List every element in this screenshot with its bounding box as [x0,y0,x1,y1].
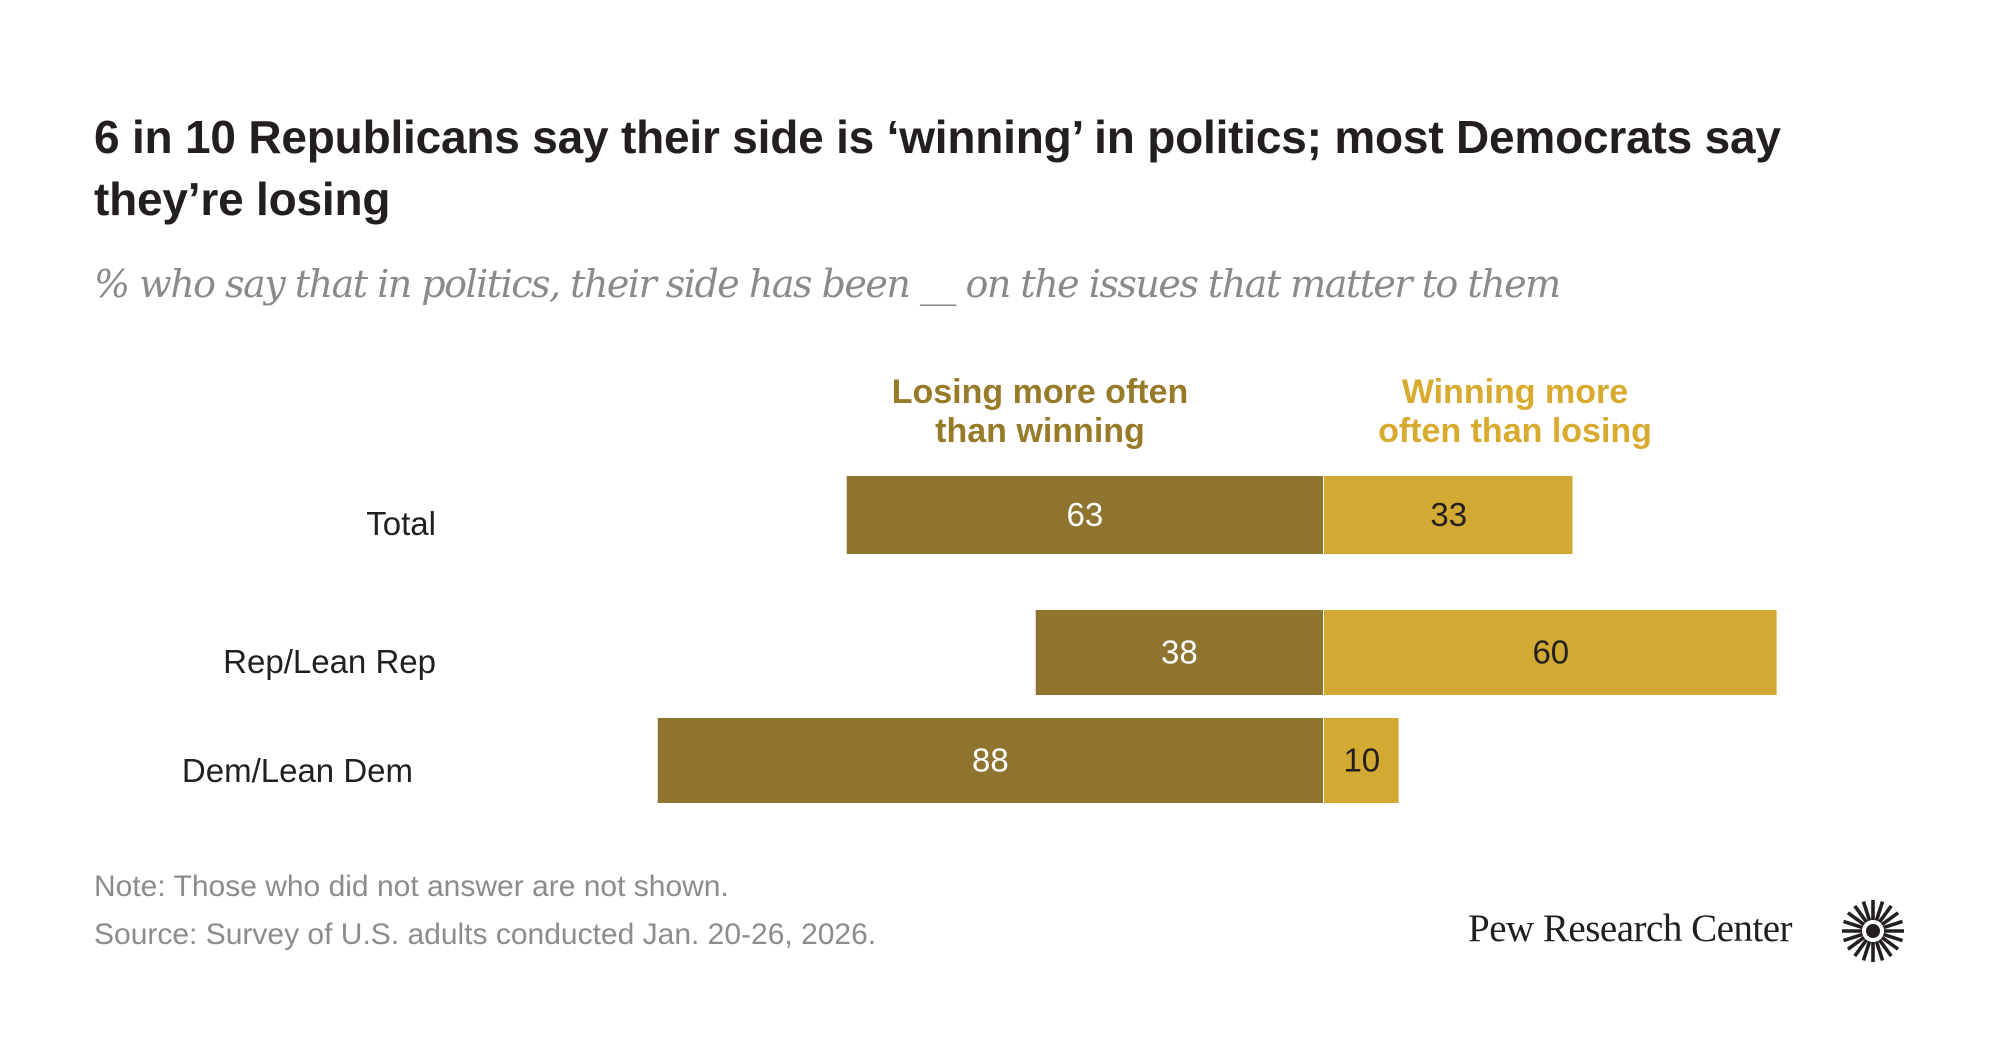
legend-winning-line-1: Winning more [1401,373,1629,411]
data-label-losing-dem: 88 [972,742,1009,779]
bar-winning-rep [1324,610,1777,695]
row-label-dem: Dem/Lean Dem [181,752,413,789]
starburst-ray [1878,904,1893,924]
starburst-ray [1846,936,1866,951]
data-label-losing-total: 63 [1067,496,1104,533]
row-label-rep: Rep/Lean Rep [223,643,436,680]
legend-winning-header: Winning more often than losing [1315,373,1715,451]
bar-losing-total [846,476,1323,554]
data-label-winning-rep: 60 [1532,634,1569,671]
pew-starburst-icon [1842,900,1904,962]
chart-note: Note: Those who did not answer are not s… [94,870,729,903]
starburst-ray [1842,932,1864,943]
starburst-ray [1853,938,1868,958]
starburst-ray [1874,900,1885,922]
legend-losing-line-1: Losing more often [891,373,1189,411]
bar-winning-dem [1324,718,1399,803]
chart-title: 6 in 10 Republicans say their side is ‘w… [94,111,1781,225]
starburst-ray [1874,940,1885,962]
chart-source: Source: Survey of U.S. adults conducted … [94,918,877,951]
starburst-ray [1882,919,1904,930]
starburst-ray [1842,919,1864,930]
legend-losing-header: Losing more often than winning [840,373,1240,451]
bar-winning-total [1324,476,1573,554]
data-label-winning-total: 33 [1430,496,1467,533]
bar-losing-rep [1035,610,1323,695]
bar-losing-dem [657,718,1323,803]
starburst-ray [1880,911,1900,926]
starburst-ray [1882,932,1904,943]
starburst-ray [1853,904,1868,924]
legend-winning-line-2: often than losing [1378,412,1652,450]
chart-subtitle: % who say that in politics, their side h… [94,262,1561,306]
starburst-ray [1880,936,1900,951]
starburst-ray [1846,911,1866,926]
data-label-losing-rep: 38 [1161,634,1198,671]
data-label-winning-dem: 10 [1343,742,1380,779]
row-label-total: Total [366,505,436,542]
starburst-ray [1861,900,1872,922]
legend-losing-line-2: than winning [935,412,1145,450]
starburst-ray [1878,938,1893,958]
starburst-ray [1861,940,1872,962]
pew-logo-text: Pew Research Center [1468,907,1793,950]
